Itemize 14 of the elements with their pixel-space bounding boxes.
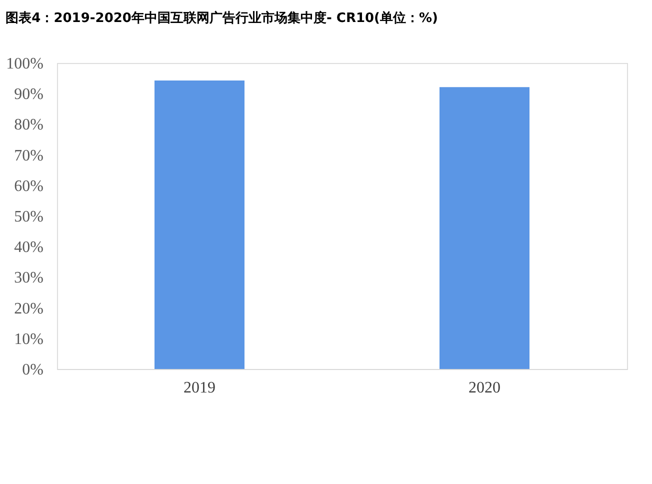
chart-title: 图表4：2019-2020年中国互联网广告行业市场集中度- CR10(单位：%) <box>6 10 438 26</box>
y-tick-label: 10% <box>14 330 44 348</box>
y-tick-label: 80% <box>14 116 44 134</box>
y-tick-label: 60% <box>14 178 44 195</box>
y-tick-label: 70% <box>14 147 44 164</box>
y-tick-label: 100% <box>6 56 44 72</box>
x-tick-label: 2020 <box>468 380 500 396</box>
y-tick-label: 50% <box>14 208 44 226</box>
x-tick-label: 2019 <box>184 380 216 396</box>
y-tick-label: 90% <box>14 86 44 104</box>
y-tick-label: 0% <box>22 362 44 378</box>
y-tick-label: 40% <box>14 239 44 256</box>
y-tick-label: 20% <box>14 300 44 318</box>
y-tick-label: 30% <box>14 270 44 287</box>
